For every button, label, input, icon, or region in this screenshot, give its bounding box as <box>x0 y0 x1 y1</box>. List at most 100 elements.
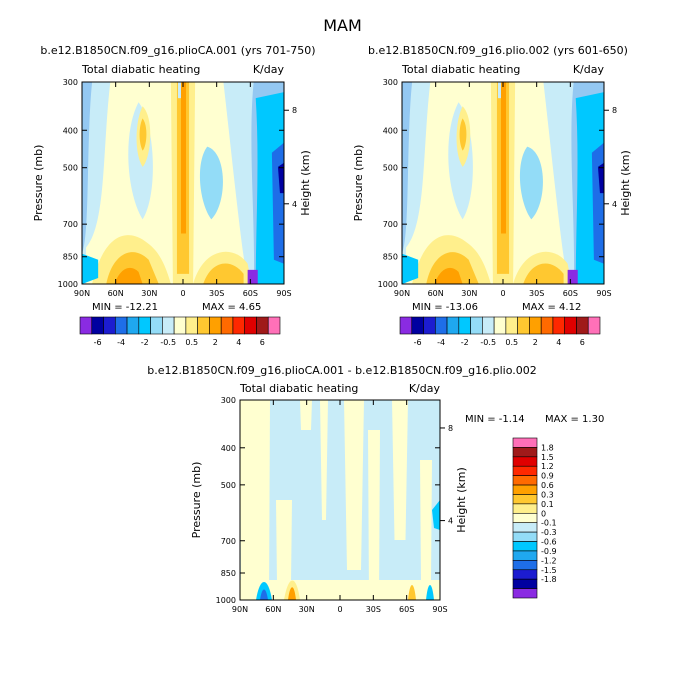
contour-pale-yellow <box>276 500 292 600</box>
y-axis-label: Pressure (mb) <box>352 145 365 222</box>
contour-pale-yellow <box>320 400 328 520</box>
contour-blue-south <box>591 142 604 264</box>
colorbar-swatch <box>138 316 151 335</box>
x-tick-label: 90S <box>432 605 447 614</box>
panel-right-label: K/day <box>409 382 441 395</box>
panel-right-label: K/day <box>253 63 285 76</box>
colorbar-label: -2 <box>141 338 149 347</box>
colorbar-swatch <box>256 316 269 335</box>
colorbar-swatch <box>185 316 198 335</box>
contour-pale-yellow <box>240 400 270 600</box>
panel-right-label: K/day <box>573 63 605 76</box>
colorbar-swatch <box>552 316 566 335</box>
contour-orange-low-s <box>408 585 416 600</box>
field-background <box>240 400 440 600</box>
x-tick-label: 90N <box>394 289 410 298</box>
contour-cyan-north <box>402 253 419 284</box>
y-tick-label: 1000 <box>216 596 236 605</box>
panel-title: b.e12.B1850CN.f09_g16.plio.002 (yrs 601-… <box>368 44 628 57</box>
colorbar-label: 0.3 <box>541 490 554 499</box>
x-tick-label: 60S <box>563 289 578 298</box>
colorbar-swatch <box>91 316 104 335</box>
colorbar-swatch <box>512 550 538 561</box>
contour-pale-yellow <box>406 82 568 284</box>
y-tick-label: 850 <box>383 253 398 262</box>
colorbar-swatch <box>446 316 460 335</box>
colorbar-swatch <box>423 316 436 335</box>
max-label: MAX = 4.65 <box>202 302 261 313</box>
colorbar-label: 0.6 <box>541 481 554 490</box>
colorbar-swatch <box>576 316 589 335</box>
x-tick-label: 90N <box>232 605 248 614</box>
contour-blue-low <box>260 589 268 600</box>
contour-bl-deep-n <box>114 267 143 284</box>
y2-tick-label: 8 <box>292 106 297 115</box>
colorbar-swatch <box>512 447 538 458</box>
colorbar-label: 1.8 <box>541 443 554 452</box>
panel-title: b.e12.B1850CN.f09_g16.plioCA.001 (yrs 70… <box>40 44 315 57</box>
colorbar-label: 2 <box>533 338 538 347</box>
x-tick-label: 30N <box>299 605 315 614</box>
colorbar-swatch <box>512 465 538 476</box>
y-tick-label: 500 <box>221 481 236 490</box>
y-axis-label: Pressure (mb) <box>190 462 203 539</box>
contour-pale-yellow <box>420 460 432 580</box>
panel-title: b.e12.B1850CN.f09_g16.plioCA.001 - b.e12… <box>147 364 536 377</box>
colorbar-swatch <box>244 316 257 335</box>
colorbar-label: -1.5 <box>541 566 557 575</box>
colorbar-label: -4 <box>117 338 125 347</box>
colorbar-swatch <box>512 456 538 467</box>
min-label: MIN = -13.06 <box>412 302 478 313</box>
y-tick-label: 300 <box>63 78 78 87</box>
colorbar-swatch <box>512 569 538 580</box>
colorbar-swatch <box>512 475 538 486</box>
min-label: MIN = -1.14 <box>465 414 525 425</box>
colorbar-label: -0.5 <box>160 338 176 347</box>
y-tick-label: 400 <box>383 126 398 135</box>
colorbar-swatch <box>512 531 538 542</box>
y-axis-label: Pressure (mb) <box>32 145 45 222</box>
colorbar-label: -6 <box>414 338 422 347</box>
figure-title: MAM <box>323 16 362 35</box>
x-tick-label: 60N <box>265 605 281 614</box>
x-tick-label: 90N <box>74 289 90 298</box>
contour-blue-south <box>271 142 284 264</box>
colorbar-swatch <box>512 541 538 552</box>
colorbar-swatch <box>512 560 538 571</box>
field-group <box>82 82 284 284</box>
colorbar-swatch <box>529 316 542 335</box>
x-tick-label: 60N <box>108 289 124 298</box>
colorbar-swatch <box>232 316 246 335</box>
y-tick-label: 400 <box>221 444 236 453</box>
y-tick-label: 400 <box>63 126 78 135</box>
y2-axis-label: Height (km) <box>299 150 312 216</box>
min-label: MIN = -12.21 <box>92 302 158 313</box>
x-tick-label: 60N <box>428 289 444 298</box>
colorbar-label: -0.5 <box>480 338 496 347</box>
contour-bl-deep-n <box>434 267 463 284</box>
colorbar-label: 0.5 <box>185 338 198 347</box>
x-tick-label: 0 <box>337 605 342 614</box>
x-tick-label: 0 <box>180 289 185 298</box>
colorbar-label: -0.6 <box>541 538 557 547</box>
colorbar-label: 0 <box>541 509 546 518</box>
colorbar-label: 4 <box>556 338 561 347</box>
y-tick-label: 500 <box>63 164 78 173</box>
colorbar-label: -0.3 <box>541 528 557 537</box>
contour-navy-south <box>277 162 284 194</box>
contour-purple-south <box>567 269 578 284</box>
colorbar-swatch <box>505 316 518 335</box>
colorbar-swatch <box>517 316 530 335</box>
colorbar-swatch <box>411 316 424 335</box>
y-tick-label: 1000 <box>58 280 78 289</box>
colorbar-label: 6 <box>580 338 585 347</box>
colorbar-label: 4 <box>236 338 241 347</box>
contour-pale-yellow <box>344 400 364 570</box>
y2-tick-label: 4 <box>612 200 617 209</box>
colorbar-swatch <box>458 316 471 335</box>
colorbar-swatch <box>114 316 128 335</box>
colorbar-label: 0.5 <box>505 338 518 347</box>
x-tick-label: 90S <box>276 289 291 298</box>
y2-tick-label: 4 <box>448 517 453 526</box>
